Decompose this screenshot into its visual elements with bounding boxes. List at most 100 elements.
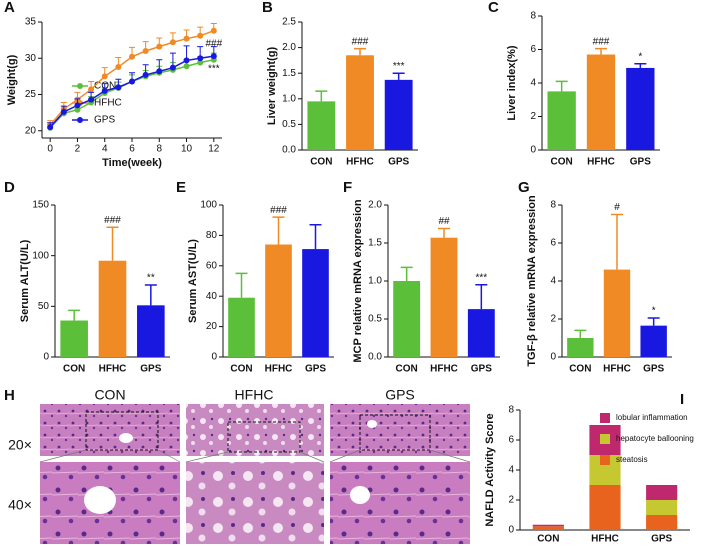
y-tick-label: 20 (25, 125, 37, 136)
vessel (350, 486, 370, 504)
data-point (129, 53, 135, 60)
y-tick-label: 0 (211, 352, 217, 363)
row-label: 20× (8, 437, 32, 453)
legend-marker (77, 83, 83, 89)
x-tick-label: 0 (47, 144, 53, 155)
data-point (183, 57, 190, 64)
y-tick-label: 6 (550, 238, 556, 249)
panel-letter: D (4, 179, 15, 196)
bar (346, 55, 374, 150)
significance-label: # (614, 202, 620, 213)
legend-label: hepatocyte ballooning (616, 434, 694, 443)
significance-label: ### (205, 38, 222, 49)
panel-letter: I (680, 391, 684, 408)
vessel (84, 486, 116, 514)
data-point (101, 87, 108, 94)
y-tick-label: 30 (25, 53, 37, 64)
y-tick-label: 25 (25, 89, 37, 100)
panel-letter: A (4, 0, 15, 16)
error-bar (315, 90, 328, 102)
panel-letter: G (518, 179, 530, 196)
error-bar (400, 266, 413, 281)
row-label: 40× (8, 497, 32, 513)
y-tick-label: 40 (206, 291, 218, 302)
x-tick-label: GPS (388, 157, 409, 168)
bar (467, 309, 495, 357)
data-point (197, 59, 204, 66)
significance-label: ### (593, 36, 610, 47)
x-axis-label: Time(week) (102, 157, 162, 169)
panel-letter: H (4, 387, 15, 404)
y-tick-label: 0 (508, 525, 514, 536)
error-bar (611, 213, 623, 270)
data-point (88, 86, 95, 93)
error-bar (574, 329, 587, 338)
x-tick-label: 4 (102, 144, 108, 155)
bar (384, 79, 413, 150)
bar (547, 91, 576, 150)
y-axis-label: MCP relative mRNA expression (352, 199, 364, 363)
significance-label: * (652, 306, 656, 317)
data-point (115, 63, 122, 70)
bar (302, 249, 329, 357)
error-bar (475, 284, 488, 310)
bar (640, 325, 667, 357)
x-tick-label: CON (551, 157, 573, 168)
x-tick-label: GPS (643, 364, 664, 375)
series-line (49, 58, 214, 129)
y-tick-label: 2 (508, 495, 514, 506)
y-tick-label: 0.0 (282, 145, 296, 156)
data-point (74, 106, 81, 113)
x-tick-label: 8 (156, 144, 162, 155)
y-tick-label: 20 (206, 321, 218, 332)
x-tick-label: HFHC (430, 364, 458, 375)
y-tick-label: 1.0 (282, 93, 296, 104)
x-tick-label: CON (310, 157, 332, 168)
legend-swatch (600, 434, 610, 444)
bar-segment (646, 515, 678, 530)
legend-label: HFHC (94, 98, 122, 109)
x-tick-label: GPS (471, 364, 492, 375)
legend-label: GPS (94, 115, 115, 126)
y-tick-label: 150 (32, 200, 49, 211)
significance-label: *** (208, 64, 220, 75)
bar (430, 237, 458, 357)
data-point (169, 39, 176, 46)
y-tick-label: 4 (508, 465, 514, 476)
significance-label: ### (104, 215, 121, 226)
zoom-connectors (39, 449, 471, 463)
bar (60, 320, 88, 357)
y-tick-label: 0 (43, 352, 49, 363)
micrograph (40, 404, 180, 456)
x-tick-label: GPS (140, 364, 161, 375)
x-tick-label: HFHC (346, 157, 374, 168)
y-tick-label: 35 (25, 17, 37, 28)
x-tick-label: HFHC (603, 364, 631, 375)
bar (228, 297, 255, 357)
x-tick-label: HFHC (265, 364, 293, 375)
y-tick-label: 6 (508, 435, 514, 446)
data-point (156, 43, 163, 50)
x-tick-label: GPS (630, 157, 651, 168)
micrograph (186, 462, 324, 544)
error-bar (647, 317, 660, 326)
significance-label: *** (393, 61, 405, 72)
error-bar (106, 226, 119, 261)
bar (265, 244, 292, 357)
x-tick-label: 2 (75, 144, 81, 155)
y-tick-label: 2.0 (282, 42, 296, 53)
y-axis-label: Liver weight(g) (266, 47, 278, 126)
significance-label: ### (352, 36, 369, 47)
bar-segment (646, 485, 678, 500)
column-label: HFHC (235, 387, 274, 403)
x-tick-label: CON (569, 364, 591, 375)
y-tick-label: 2 (550, 314, 556, 325)
error-bar (634, 62, 647, 68)
y-tick-label: 6 (530, 44, 536, 55)
x-tick-label: GPS (305, 364, 326, 375)
y-tick-label: 4 (550, 276, 556, 287)
error-bar (438, 227, 450, 238)
data-point (47, 124, 54, 131)
data-point (156, 68, 163, 75)
panel-letter: E (176, 179, 186, 196)
